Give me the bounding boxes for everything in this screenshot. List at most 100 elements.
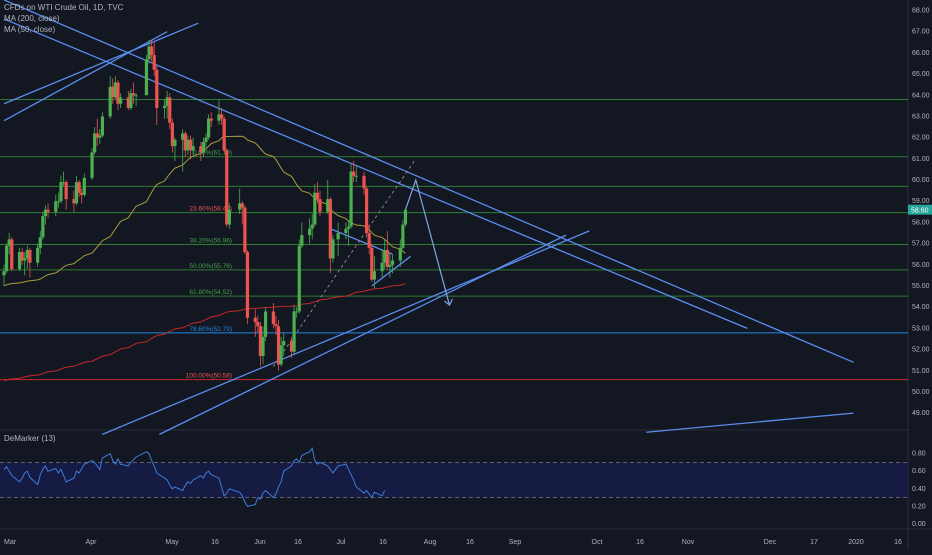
candle-body[interactable] xyxy=(100,116,105,136)
candle-body[interactable] xyxy=(111,86,115,98)
candle-body[interactable] xyxy=(227,209,231,225)
candle-body[interactable] xyxy=(274,324,278,327)
candle-body[interactable] xyxy=(170,122,174,147)
ma200-label[interactable]: MA (200, close) xyxy=(4,14,60,23)
candle-body[interactable] xyxy=(313,192,317,225)
candle-body[interactable] xyxy=(352,171,356,176)
candle-body[interactable] xyxy=(326,199,330,212)
candle-body[interactable] xyxy=(240,203,244,208)
candle-body[interactable] xyxy=(129,93,133,108)
candle-body[interactable] xyxy=(346,226,351,229)
candle-body[interactable] xyxy=(173,139,177,147)
candle-body[interactable] xyxy=(300,235,304,246)
candle-body[interactable] xyxy=(245,252,250,318)
candle-body[interactable] xyxy=(388,264,392,267)
candle-body[interactable] xyxy=(385,249,389,267)
candle-body[interactable] xyxy=(318,199,322,212)
candle-body[interactable] xyxy=(2,271,6,276)
candle-body[interactable] xyxy=(147,46,151,60)
candle-body[interactable] xyxy=(383,249,387,263)
candle-body[interactable] xyxy=(344,228,348,234)
candle-body[interactable] xyxy=(131,93,136,96)
candle-body[interactable] xyxy=(276,326,281,365)
candle-body[interactable] xyxy=(46,209,50,212)
candle-body[interactable] xyxy=(292,311,296,352)
candle-body[interactable] xyxy=(390,260,395,265)
candle-body[interactable] xyxy=(261,336,265,356)
candle-body[interactable] xyxy=(74,182,79,204)
candle-body[interactable] xyxy=(308,228,312,236)
candle-body[interactable] xyxy=(98,135,102,138)
candle-body[interactable] xyxy=(199,146,203,153)
candle-body[interactable] xyxy=(152,54,156,70)
candle-body[interactable] xyxy=(186,139,190,151)
candle-body[interactable] xyxy=(168,97,172,123)
candle-body[interactable] xyxy=(398,247,402,261)
candle-body[interactable] xyxy=(59,182,63,202)
candle-body[interactable] xyxy=(222,118,226,151)
candle-body[interactable] xyxy=(25,249,29,259)
candle-body[interactable] xyxy=(54,201,58,212)
candle-body[interactable] xyxy=(289,341,294,352)
candle-body[interactable] xyxy=(403,209,408,225)
candle-body[interactable] xyxy=(4,245,9,272)
candle-body[interactable] xyxy=(64,182,68,200)
candle-body[interactable] xyxy=(258,326,263,356)
candle-body[interactable] xyxy=(181,133,185,140)
candle-body[interactable] xyxy=(10,239,14,270)
candle-body[interactable] xyxy=(116,82,120,104)
candle-body[interactable] xyxy=(372,271,376,280)
candle-body[interactable] xyxy=(219,114,224,119)
candle-body[interactable] xyxy=(7,239,11,246)
candle-body[interactable] xyxy=(82,177,86,195)
candle-body[interactable] xyxy=(118,97,123,104)
candle-body[interactable] xyxy=(310,224,314,229)
candle-body[interactable] xyxy=(144,59,149,96)
candle-body[interactable] xyxy=(370,247,374,280)
candle-body[interactable] xyxy=(191,146,195,151)
candle-body[interactable] xyxy=(155,69,159,108)
candle-body[interactable] xyxy=(126,97,130,108)
candle-body[interactable] xyxy=(263,311,268,337)
candle-body[interactable] xyxy=(279,345,283,365)
candle-body[interactable] xyxy=(243,207,247,253)
candle-body[interactable] xyxy=(253,317,257,323)
candle-body[interactable] xyxy=(225,150,229,225)
candle-body[interactable] xyxy=(36,247,40,263)
demarker-legend[interactable]: DeMarker (13) xyxy=(4,434,56,443)
candle-body[interactable] xyxy=(271,311,275,325)
ma50-label[interactable]: MA (50, close) xyxy=(4,25,56,34)
candle-body[interactable] xyxy=(207,118,211,138)
candle-body[interactable] xyxy=(38,237,42,248)
candle-body[interactable] xyxy=(367,233,371,248)
candle-body[interactable] xyxy=(80,192,84,195)
candle-body[interactable] xyxy=(256,322,260,327)
candle-body[interactable] xyxy=(354,175,358,177)
candle-body[interactable] xyxy=(61,182,66,184)
candle-body[interactable] xyxy=(365,188,369,234)
candle-body[interactable] xyxy=(41,216,45,238)
candle-body[interactable] xyxy=(134,95,138,97)
candle-body[interactable] xyxy=(150,46,154,55)
candle-body[interactable] xyxy=(93,133,97,153)
candle-body[interactable] xyxy=(282,341,286,346)
symbol-title[interactable]: CFDs on WTI Crude Oil, 1D, TVC xyxy=(4,3,124,12)
candle-body[interactable] xyxy=(77,182,81,193)
candle-body[interactable] xyxy=(23,258,27,261)
candle-body[interactable] xyxy=(238,203,242,210)
candle-body[interactable] xyxy=(328,199,332,259)
candle-body[interactable] xyxy=(183,133,187,151)
candle-body[interactable] xyxy=(336,233,340,240)
candle-body[interactable] xyxy=(362,175,366,189)
candle-body[interactable] xyxy=(162,105,167,108)
candle-body[interactable] xyxy=(204,137,208,142)
candle-body[interactable] xyxy=(43,209,48,217)
candle-body[interactable] xyxy=(315,192,319,200)
candle-body[interactable] xyxy=(72,199,76,204)
candle-body[interactable] xyxy=(201,141,206,153)
candle-body[interactable] xyxy=(295,311,299,313)
candle-body[interactable] xyxy=(113,82,117,98)
candle-body[interactable] xyxy=(95,133,99,138)
